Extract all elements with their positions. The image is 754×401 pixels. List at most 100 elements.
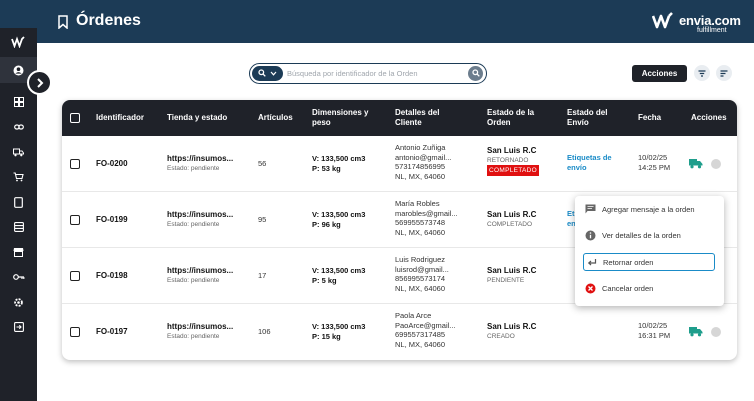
column-header: Identificador (96, 113, 145, 122)
store-status: Estado: pendiente (167, 164, 220, 172)
table-header: Identificador Tienda y estado Artículos … (62, 100, 737, 136)
row-checkbox[interactable] (70, 327, 80, 337)
client-name: Antonio Zuñiga (395, 143, 446, 152)
message-icon (585, 204, 596, 214)
order-id[interactable]: FO-0199 (96, 215, 128, 224)
sidebar-item-shipping[interactable] (0, 142, 37, 162)
store-status: Estado: pendiente (167, 332, 220, 340)
row-checkbox[interactable] (70, 159, 80, 169)
row-checkbox[interactable] (70, 271, 80, 281)
book-icon (14, 196, 23, 208)
filter-button[interactable] (694, 65, 710, 81)
search-submit-button[interactable] (468, 65, 483, 81)
bookmark-icon (58, 15, 68, 29)
sidebar-item-links[interactable] (0, 117, 37, 137)
order-status-cell: San Luis R.C PENDIENTE (487, 266, 536, 285)
more-actions-button[interactable] (711, 159, 721, 169)
status-badge: COMPLETADO (487, 165, 540, 176)
menu-item-add-message[interactable]: Agregar mensaje a la orden (585, 201, 695, 217)
store-cell: https://insumos... Estado: pendiente (167, 266, 233, 285)
column-header: Fecha (638, 113, 662, 122)
sidebar-item-book[interactable] (0, 192, 37, 212)
row-actions-menu: Agregar mensaje a la orden Ver detalles … (575, 196, 724, 306)
info-icon (585, 230, 596, 240)
store-status: Estado: pendiente (167, 276, 220, 284)
menu-item-view-details[interactable]: Ver detalles de la orden (585, 227, 681, 243)
shipping-labels-link[interactable]: Etiquetas de envío (567, 153, 612, 172)
select-all-checkbox[interactable] (70, 113, 80, 123)
client-email: luisrod@gmail... (395, 264, 449, 274)
order-status: PENDIENTE (487, 276, 525, 284)
filter-icon (698, 69, 706, 77)
search-icon (471, 69, 480, 77)
table-row[interactable]: FO-0200 https://insumos... Estado: pendi… (62, 136, 737, 192)
page-title: Órdenes (76, 12, 141, 29)
sidebar-item-cart[interactable] (0, 167, 37, 187)
client-cell: Antonio Zuñiga antonio@gmail... 57317485… (395, 143, 451, 181)
order-time: 16:31 PM (638, 330, 671, 340)
store-url[interactable]: https://insumos... (167, 154, 234, 163)
truck-icon[interactable] (689, 326, 703, 337)
sidebar-collapse-button[interactable] (27, 70, 52, 95)
logo-icon (652, 12, 673, 29)
search-bar (249, 63, 487, 84)
client-phone: 699557317485 (395, 330, 446, 339)
search-filter-dropdown[interactable] (252, 65, 283, 81)
menu-item-return-order[interactable]: Retornar orden (583, 253, 715, 271)
shipping-labels-link[interactable]: Et en (567, 209, 576, 229)
order-location: San Luis R.C (487, 146, 537, 155)
client-location: NL, MX, 64060 (395, 171, 446, 181)
order-status: CREADO (487, 332, 515, 340)
more-actions-button[interactable] (711, 327, 721, 337)
store-cell: https://insumos... Estado: pendiente (167, 210, 233, 229)
menu-item-cancel-order[interactable]: Cancelar orden (585, 280, 653, 296)
search-input[interactable] (287, 67, 457, 80)
order-date: 10/02/25 (638, 321, 668, 330)
store-url[interactable]: https://insumos... (167, 322, 234, 331)
menu-item-label: Ver detalles de la orden (602, 230, 681, 240)
search-icon (258, 69, 266, 77)
sidebar-item-dashboard[interactable] (0, 92, 37, 112)
store-url[interactable]: https://insumos... (167, 210, 234, 219)
order-id[interactable]: FO-0198 (96, 271, 128, 280)
order-id[interactable]: FO-0197 (96, 327, 128, 336)
table-row[interactable]: FO-0198 https://insumos... Estado: pendi… (62, 248, 737, 304)
sidebar-logo[interactable] (0, 32, 37, 52)
weight: P: 53 kg (312, 163, 341, 173)
dashboard-icon (13, 97, 24, 107)
cancel-icon (585, 283, 596, 293)
sidebar-item-database[interactable] (0, 217, 37, 237)
order-status: COMPLETADO (487, 220, 533, 228)
sidebar-item-logout[interactable] (0, 317, 37, 337)
sort-button[interactable] (716, 65, 732, 81)
column-header: Tienda y estado (167, 113, 228, 122)
items-count: 95 (258, 215, 267, 224)
client-cell: Paola Arce PaoArce@gmail... 699557317485… (395, 311, 456, 349)
order-date: 10/02/25 (638, 153, 668, 162)
store-url[interactable]: https://insumos... (167, 266, 234, 275)
table-row[interactable]: FO-0199 https://insumos... Estado: pendi… (62, 192, 737, 248)
key-icon (12, 274, 24, 280)
sidebar-item-keys[interactable] (0, 267, 37, 287)
client-name: María Robles (395, 199, 440, 208)
truck-icon (13, 148, 24, 156)
store-icon (13, 248, 24, 257)
table-row[interactable]: FO-0197 https://insumos... Estado: pendi… (62, 304, 737, 360)
order-id[interactable]: FO-0200 (96, 159, 128, 168)
dimensions-cell: V: 133,500 cm3 P: 96 kg (312, 210, 365, 229)
link-icon (13, 124, 24, 130)
order-location: San Luis R.C (487, 210, 537, 219)
brand-name: envia.com (679, 13, 741, 28)
database-icon (13, 222, 24, 232)
dimensions-cell: V: 133,500 cm3 P: 5 kg (312, 266, 365, 285)
client-email: PaoArce@gmail... (395, 320, 456, 330)
truck-icon[interactable] (689, 158, 703, 169)
sidebar-item-settings[interactable] (0, 292, 37, 312)
sidebar-item-store[interactable] (0, 242, 37, 262)
actions-button[interactable]: Acciones (632, 65, 687, 82)
row-checkbox[interactable] (70, 215, 80, 225)
volume: V: 133,500 cm3 (312, 210, 366, 219)
order-status-cell: San Luis R.C RETORNADO COMPLETADO (487, 146, 540, 176)
column-header: Estado del Envío (567, 108, 608, 127)
date-cell: 10/02/25 16:31 PM (638, 321, 670, 340)
